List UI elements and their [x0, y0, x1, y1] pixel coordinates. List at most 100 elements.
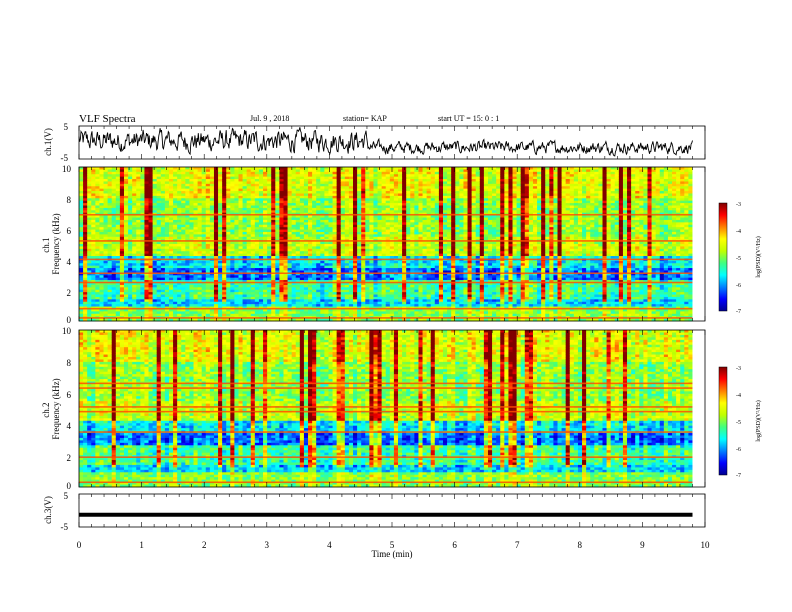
- spectrogram-cell: [87, 210, 92, 214]
- spectrogram-cell: [303, 181, 309, 185]
- spectrogram-cell: [348, 265, 354, 269]
- spectrogram-cell: [111, 244, 117, 247]
- spectrogram-cell: [152, 181, 158, 185]
- spectrogram-cell: [303, 195, 309, 199]
- spectrogram-cell: [353, 287, 358, 291]
- spectrogram-cell: [275, 296, 280, 300]
- spectrogram-cell: [357, 282, 362, 286]
- spectrogram-cell: [115, 179, 121, 182]
- spectrogram-cell: [238, 301, 243, 305]
- spectrogram-cell: [152, 265, 158, 269]
- spectrogram-cell: [312, 207, 317, 211]
- spectrogram-cell: [324, 272, 329, 276]
- spectrogram-cell: [291, 296, 297, 300]
- spectrogram-cell: [385, 195, 391, 199]
- spectrogram-cell: [193, 256, 199, 259]
- spectrogram-cell: [189, 263, 194, 267]
- spectrogram-cell: [144, 219, 149, 223]
- spectrogram-cell: [258, 191, 264, 194]
- spectrogram-cell: [160, 219, 166, 223]
- spectrogram-cell: [324, 236, 329, 240]
- spectrogram-cell: [115, 217, 121, 221]
- spectrogram-cell: [320, 174, 325, 178]
- spectrogram-cell: [189, 308, 194, 312]
- spectrogram-cell: [344, 167, 350, 170]
- spectrogram-cell: [123, 275, 129, 279]
- spectrogram-cell: [275, 198, 280, 202]
- spectrogram-cell: [99, 296, 104, 300]
- spectrogram-cell: [123, 292, 129, 295]
- spectrogram-cell: [177, 265, 182, 269]
- spectrogram-cell: [348, 183, 354, 187]
- spectrogram-cell: [144, 308, 149, 312]
- spectrogram-cell: [213, 222, 219, 226]
- spectrogram-cell: [185, 244, 190, 247]
- spectrogram-cell: [87, 227, 92, 230]
- spectrogram-cell: [316, 313, 321, 317]
- spectrogram-cell: [148, 222, 154, 226]
- spectrogram-cell: [177, 292, 182, 295]
- spectrogram-cell: [389, 188, 395, 192]
- spectrogram-cell: [87, 231, 92, 235]
- spectrogram-cell: [258, 270, 264, 274]
- spectrogram-cell: [373, 195, 378, 199]
- spectrogram-cell: [99, 167, 104, 170]
- spectrogram-cell: [91, 251, 96, 255]
- spectrogram-cell: [263, 181, 268, 185]
- spectrogram-cell: [348, 195, 354, 199]
- spectrogram-cell: [246, 171, 252, 175]
- spectrogram-cell: [160, 304, 166, 307]
- spectrogram-cell: [250, 195, 256, 199]
- spectrogram-cell: [361, 308, 366, 312]
- spectrogram-cell: [344, 203, 350, 206]
- spectrogram-cell: [222, 203, 227, 206]
- spectrogram-cell: [79, 304, 84, 307]
- spectrogram-cell: [107, 311, 113, 315]
- spectrogram-cell: [389, 210, 395, 214]
- spectrogram-cell: [160, 224, 166, 228]
- spectrogram-cell: [103, 251, 109, 255]
- spectrogram-cell: [332, 210, 338, 214]
- spectrogram-cell: [336, 251, 342, 255]
- spectrogram-cell: [295, 188, 301, 192]
- spectrogram-cell: [361, 205, 366, 209]
- spectrogram-cell: [250, 268, 256, 271]
- spectrogram-cell: [189, 188, 194, 192]
- spectrogram-cell: [234, 179, 239, 182]
- spectrogram-cell: [160, 289, 166, 293]
- spectrogram-cell: [95, 256, 100, 259]
- spectrogram-cell: [377, 296, 383, 300]
- spectrogram-cell: [271, 299, 276, 303]
- spectrogram-cell: [205, 229, 211, 233]
- spectrogram-cell: [87, 219, 92, 223]
- spectrogram-cell: [385, 287, 391, 291]
- spectrogram-cell: [369, 229, 374, 233]
- spectrogram-cell: [79, 183, 84, 187]
- spectrogram-cell: [344, 253, 350, 257]
- spectrogram-cell: [365, 188, 370, 192]
- spectrogram-cell: [357, 229, 362, 233]
- spectrogram-cell: [164, 284, 170, 288]
- spectrogram-cell: [79, 186, 84, 190]
- spectrogram-cell: [99, 217, 104, 221]
- spectrogram-cell: [83, 174, 88, 178]
- spectrogram-cell: [287, 195, 293, 199]
- spectrogram-cell: [209, 188, 215, 192]
- spectrogram-cell: [258, 284, 264, 288]
- spectrogram-cell: [119, 292, 125, 295]
- spectrogram-cell: [152, 299, 158, 303]
- spectrogram-cell: [140, 215, 145, 218]
- spectrogram-cell: [336, 198, 342, 202]
- spectrogram-cell: [168, 301, 174, 305]
- spectrogram-cell: [238, 171, 243, 175]
- spectrogram-cell: [115, 215, 121, 218]
- spectrogram-cell: [123, 251, 129, 255]
- spectrogram-cell: [222, 263, 227, 267]
- spectrogram-cell: [320, 236, 325, 240]
- spectrogram-cell: [144, 270, 149, 274]
- spectrogram-cell: [373, 179, 378, 182]
- spectrogram-cell: [95, 277, 100, 281]
- spectrogram-cell: [369, 210, 374, 214]
- spectrogram-cell: [328, 256, 333, 259]
- spectrogram-cell: [136, 308, 141, 312]
